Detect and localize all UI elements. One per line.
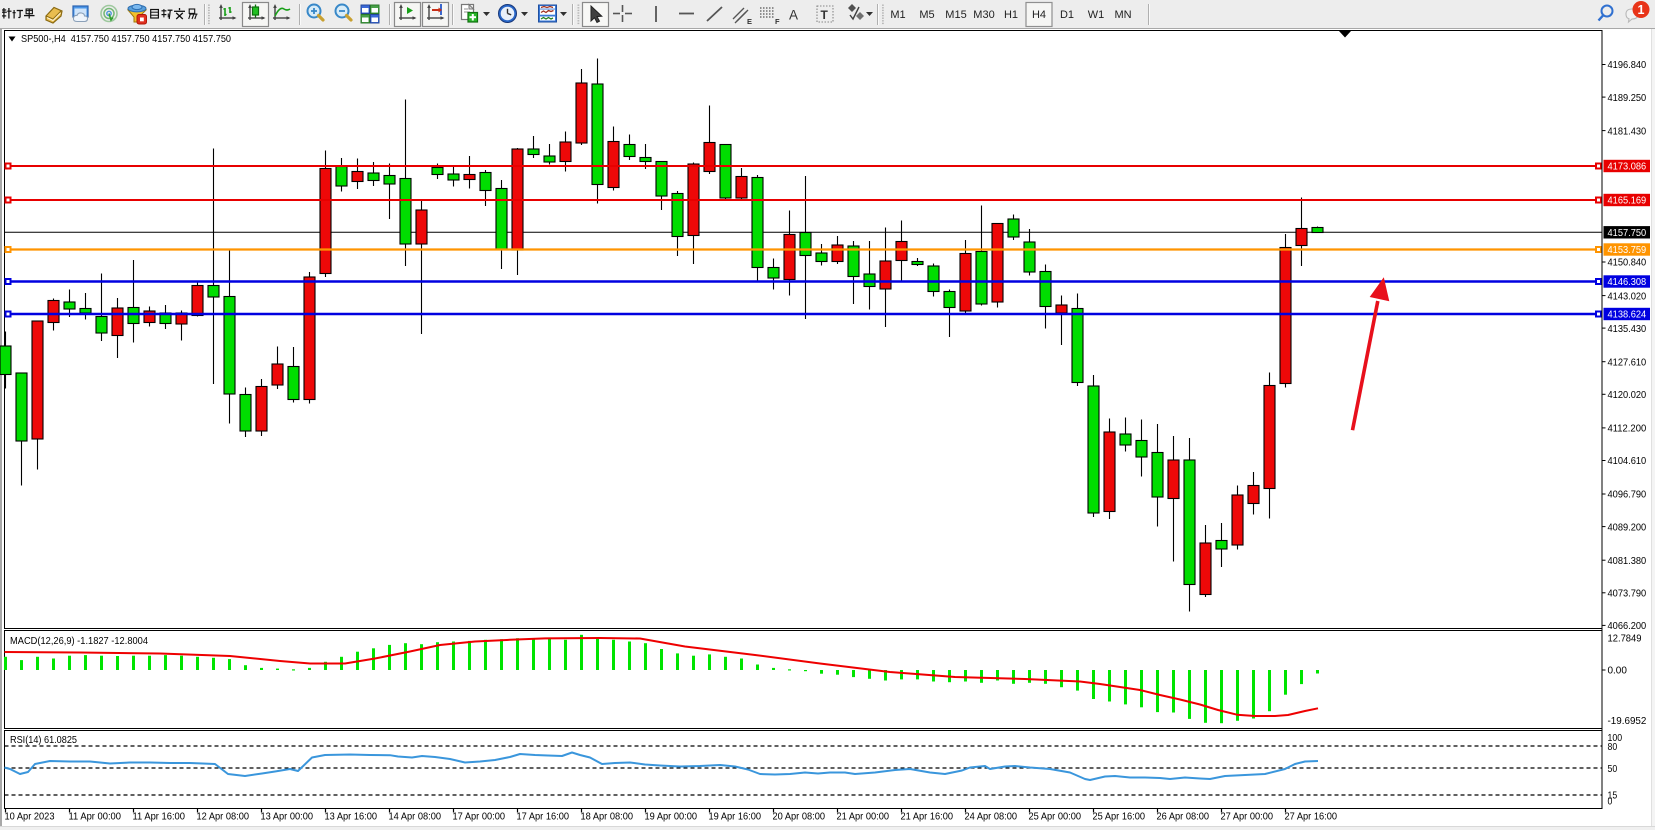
svg-text:24 Apr 08:00: 24 Apr 08:00 [965,812,1018,823]
svg-text:SP500-,H4 4157.750 4157.750 4: SP500-,H4 4157.750 4157.750 4157.750 415… [21,33,231,45]
svg-text:19 Apr 16:00: 19 Apr 16:00 [709,812,762,823]
svg-text:12.7849: 12.7849 [1608,634,1642,645]
svg-text:100: 100 [1608,733,1623,744]
svg-text:W1: W1 [1088,9,1105,21]
svg-text:4165.169: 4165.169 [1608,196,1647,207]
svg-text:80: 80 [1608,742,1618,753]
svg-text:26 Apr 08:00: 26 Apr 08:00 [1157,812,1210,823]
svg-text:19 Apr 00:00: 19 Apr 00:00 [645,812,698,823]
svg-text:50: 50 [1608,764,1618,775]
svg-text:4143.020: 4143.020 [1608,291,1647,302]
svg-text:4146.308: 4146.308 [1608,277,1647,288]
svg-text:MACD(12,26,9) -1.1827 -12.8004: MACD(12,26,9) -1.1827 -12.8004 [10,636,148,647]
svg-text:M5: M5 [919,9,934,21]
svg-text:13 Apr 00:00: 13 Apr 00:00 [261,812,314,823]
svg-text:10 Apr 2023: 10 Apr 2023 [5,812,55,823]
svg-text:18 Apr 08:00: 18 Apr 08:00 [581,812,634,823]
svg-text:0.00: 0.00 [1608,666,1628,677]
svg-text:4138.624: 4138.624 [1608,310,1647,321]
svg-text:17 Apr 16:00: 17 Apr 16:00 [517,812,570,823]
svg-text:27 Apr 00:00: 27 Apr 00:00 [1221,812,1274,823]
svg-text:1: 1 [1638,3,1645,17]
svg-text:M15: M15 [945,9,966,21]
svg-text:27 Apr 16:00: 27 Apr 16:00 [1285,812,1338,823]
svg-text:4112.200: 4112.200 [1608,424,1647,435]
svg-text:D1: D1 [1060,9,1074,21]
svg-text:A: A [789,8,798,23]
svg-text:0: 0 [1608,797,1613,808]
svg-text:4066.200: 4066.200 [1608,621,1647,632]
svg-text:4073.790: 4073.790 [1608,589,1647,600]
svg-text:21 Apr 00:00: 21 Apr 00:00 [837,812,890,823]
svg-text:4081.380: 4081.380 [1608,556,1647,567]
svg-text:4189.250: 4189.250 [1608,93,1647,104]
svg-text:4135.430: 4135.430 [1608,324,1647,335]
svg-text:4096.790: 4096.790 [1608,490,1647,501]
svg-text:4181.430: 4181.430 [1608,126,1647,137]
svg-text:4120.020: 4120.020 [1608,390,1647,401]
svg-text:4089.200: 4089.200 [1608,522,1647,533]
svg-text:RSI(14) 61.0825: RSI(14) 61.0825 [10,735,77,746]
svg-text:4157.750: 4157.750 [1608,228,1647,239]
svg-text:4196.840: 4196.840 [1608,60,1647,71]
svg-text:4104.610: 4104.610 [1608,456,1647,467]
svg-text:14 Apr 08:00: 14 Apr 08:00 [389,812,442,823]
svg-text:25 Apr 00:00: 25 Apr 00:00 [1029,812,1082,823]
svg-text:H1: H1 [1004,9,1018,21]
svg-text:T: T [821,8,829,22]
svg-text:15: 15 [1608,790,1618,801]
svg-text:E: E [747,17,752,26]
svg-text:17 Apr 00:00: 17 Apr 00:00 [453,812,506,823]
svg-text:4150.840: 4150.840 [1608,258,1647,269]
svg-text:20 Apr 08:00: 20 Apr 08:00 [773,812,826,823]
svg-text:M30: M30 [973,9,994,21]
svg-text:12 Apr 08:00: 12 Apr 08:00 [197,812,250,823]
svg-text:H4: H4 [1032,9,1046,21]
svg-text:-19.6952: -19.6952 [1608,716,1647,727]
svg-text:13 Apr 16:00: 13 Apr 16:00 [325,812,378,823]
svg-text:4127.610: 4127.610 [1608,357,1647,368]
svg-text:4173.086: 4173.086 [1608,162,1647,173]
svg-text:4153.759: 4153.759 [1608,245,1647,256]
svg-text:25 Apr 16:00: 25 Apr 16:00 [1093,812,1146,823]
svg-text:M1: M1 [890,9,905,21]
svg-text:MN: MN [1114,9,1131,21]
svg-text:11 Apr 16:00: 11 Apr 16:00 [133,812,186,823]
svg-text:F: F [775,17,780,26]
svg-text:21 Apr 16:00: 21 Apr 16:00 [901,812,954,823]
svg-text:11 Apr 00:00: 11 Apr 00:00 [69,812,122,823]
